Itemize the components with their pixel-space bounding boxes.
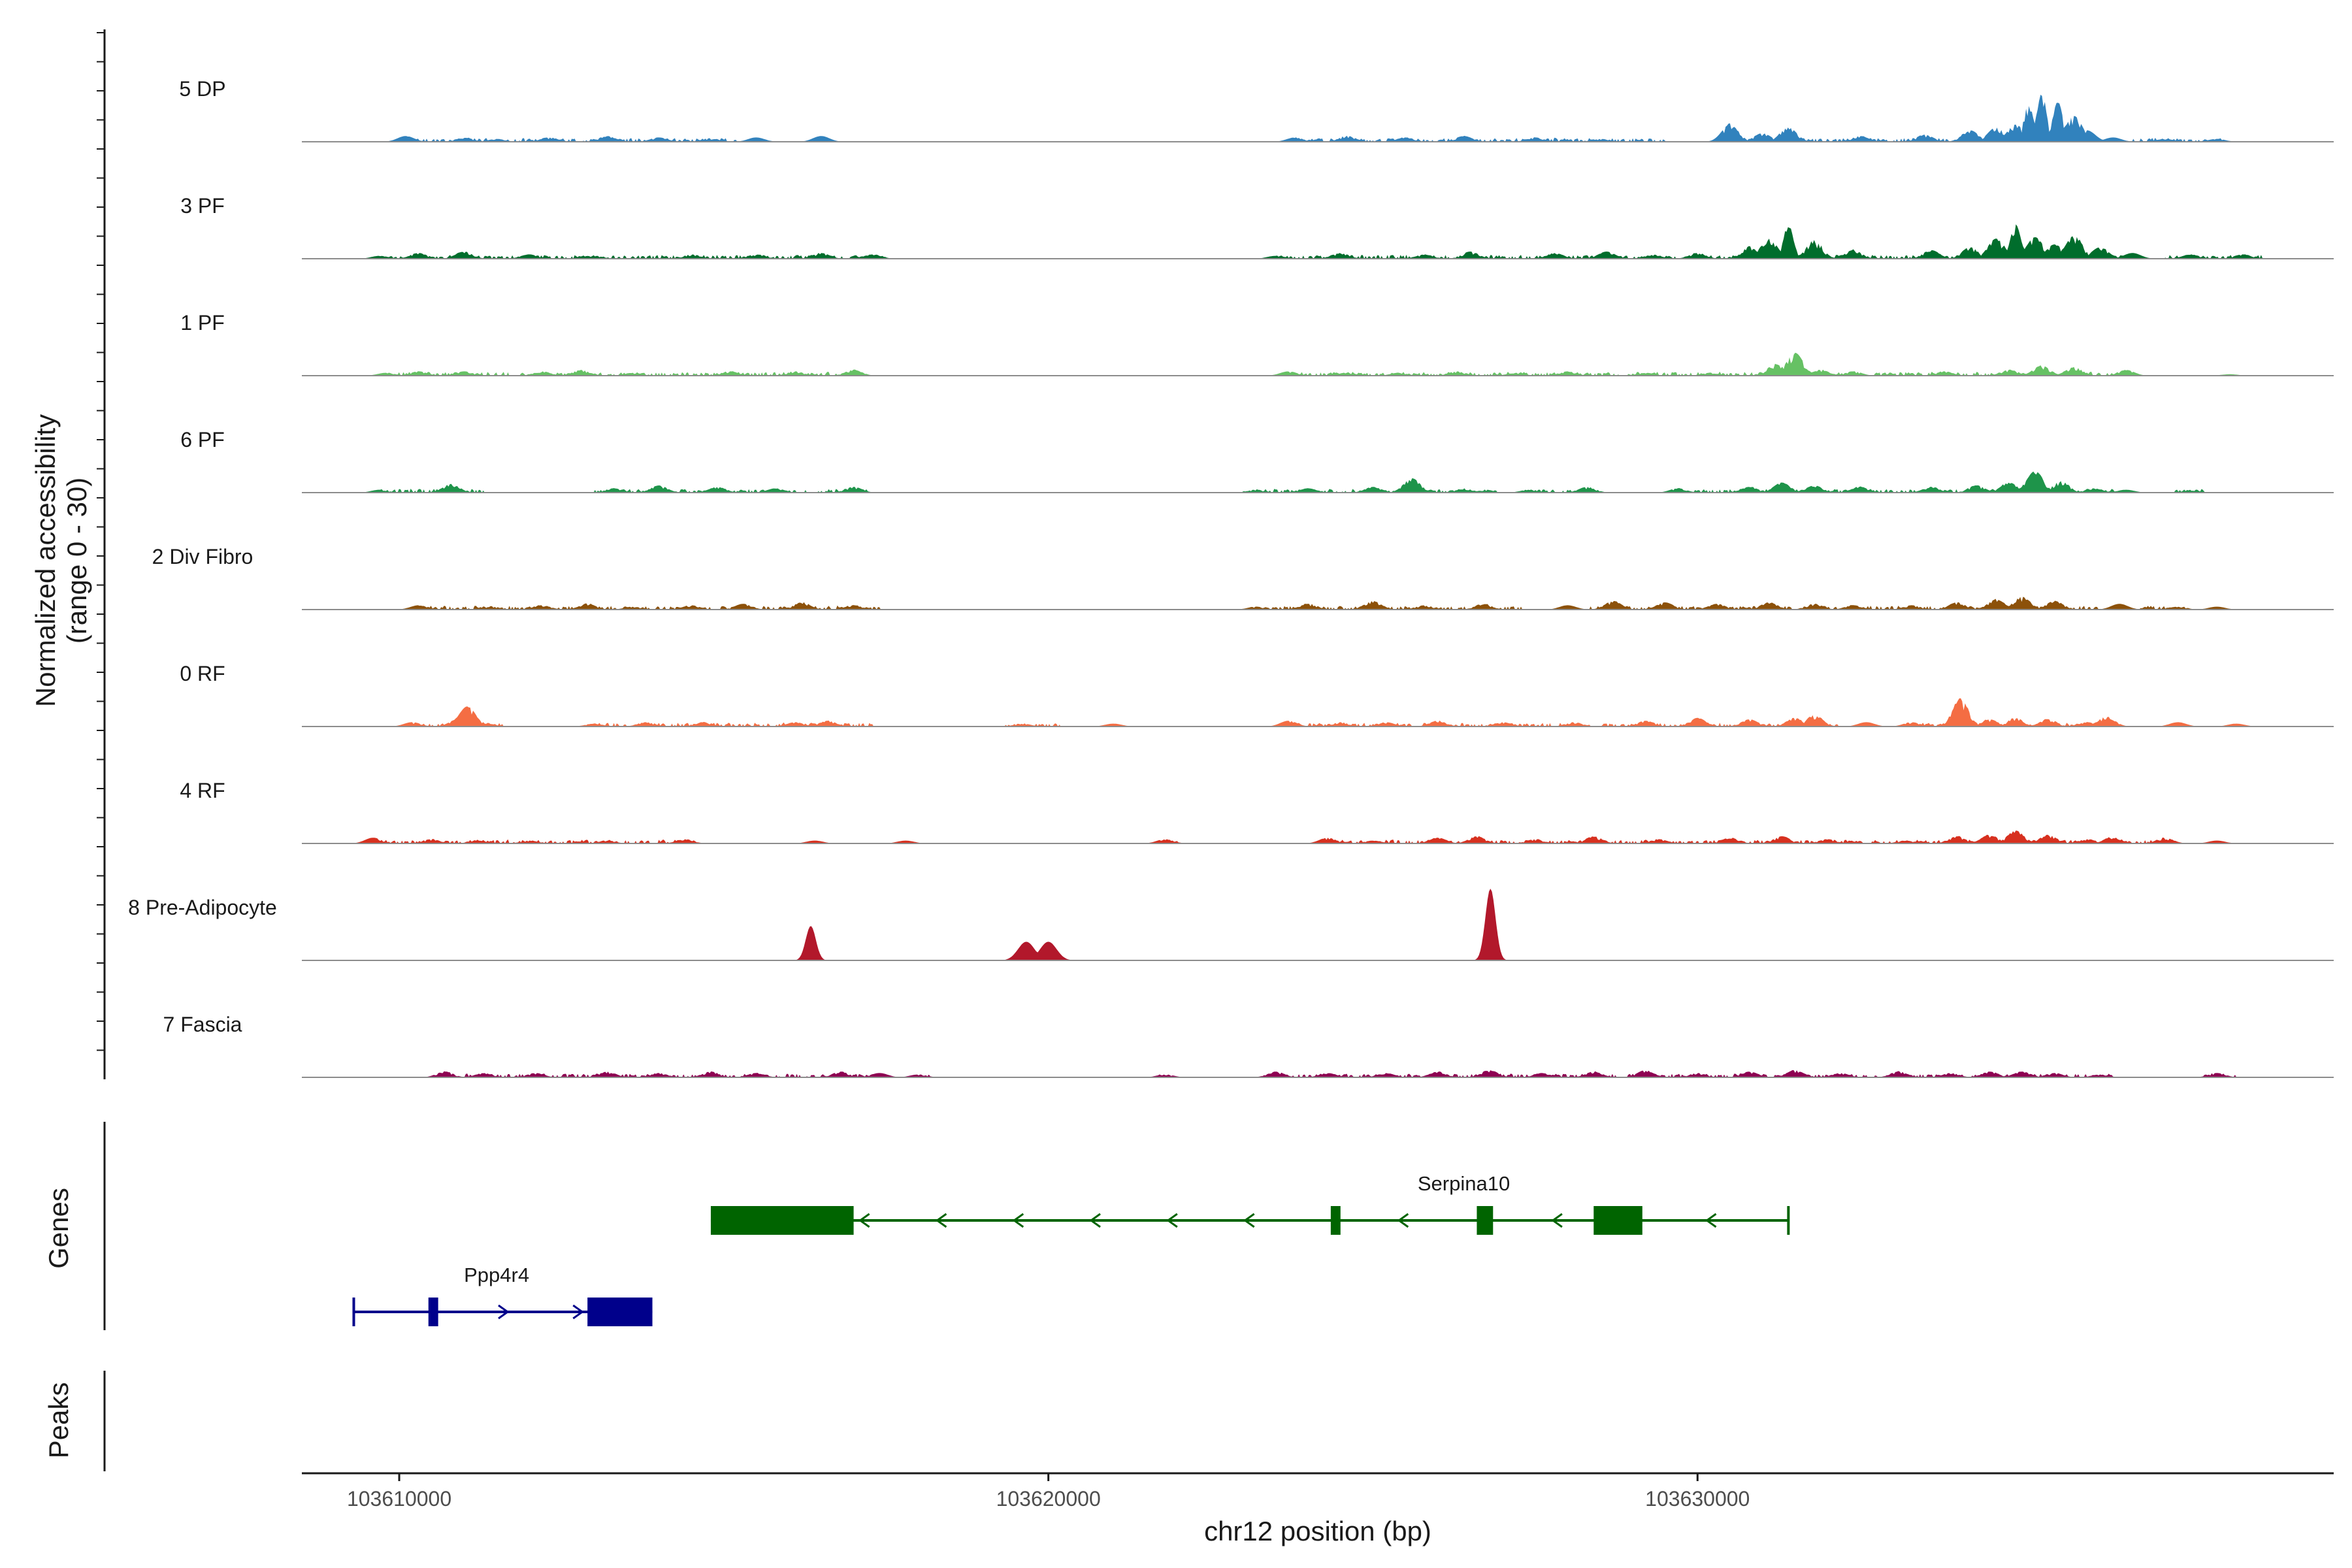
genes-panel-title: Genes [43,1188,74,1269]
exon-ppp4r4-0 [428,1298,438,1326]
strand-chevron-serpina10-7 [1243,1213,1255,1228]
strand-chevron-ppp4r4-3 [572,1304,584,1320]
coverage-area-3-pf [302,224,2334,259]
strand-chevron-serpina10-6 [1166,1213,1178,1228]
coverage-area-4-rf [302,830,2334,843]
exon-ppp4r4-1 [587,1298,653,1326]
strand-chevron-ppp4r4-2 [498,1304,510,1320]
coverage-area-8-pre-adipocyte [302,889,2334,960]
track-labels: 5 DP 3 PF 1 PF 6 PF 2 Div Fibro 0 RF 4 RF 8 Pre… [128,77,277,1036]
coverage-area-1-pf [302,352,2334,376]
strand-chevron-serpina10-2 [858,1213,870,1228]
strand-chevron-serpina10-3 [935,1213,947,1228]
track-label-0-rf: 0 RF [180,662,225,685]
strand-chevron-serpina10-11 [1551,1213,1563,1228]
x-tick-label-1: 103620000 [996,1487,1101,1511]
x-axis-title: chr12 position (bp) [1204,1516,1431,1546]
x-axis-ticks: 103610000 103620000 103630000 [347,1473,1750,1511]
track-label-2-div-fibro: 2 Div Fibro [152,545,253,568]
coverage-tracks [302,95,2334,1078]
strand-chevron-serpina10-4 [1012,1213,1024,1228]
coverage-area-6-pf [302,471,2334,493]
exon-serpina10-1 [1330,1206,1341,1235]
coverage-y-ticks [97,32,105,1051]
coverage-area-2-div-fibro [302,596,2334,610]
track-label-4-rf: 4 RF [180,779,225,802]
strand-chevron-serpina10-5 [1089,1213,1101,1228]
exon-serpina10-2 [1477,1206,1494,1235]
coverage-y-axis-title: Normalized accessibility (range 0 - 30) [30,414,92,707]
track-label-1-pf: 1 PF [180,311,225,335]
gene-label-ppp4r4: Ppp4r4 [464,1264,529,1286]
track-label-3-pf: 3 PF [180,194,225,218]
x-tick-label-2: 103630000 [1645,1487,1750,1511]
gene-label-serpina10: Serpina10 [1418,1172,1510,1195]
gene-models: Serpina10 Ppp4r4 [352,1172,1790,1326]
x-tick-label-0: 103610000 [347,1487,451,1511]
coverage-area-7-fascia [302,1070,2334,1077]
strand-chevron-serpina10-9 [1397,1213,1409,1228]
track-label-7-fascia: 7 Fascia [163,1013,242,1036]
peaks-panel-title: Peaks [43,1382,74,1459]
track-label-6-pf: 6 PF [180,428,225,451]
track-label-8-pre-adipocyte: 8 Pre-Adipocyte [128,896,277,919]
y-axis-title-line1: Normalized accessibility [30,414,61,707]
y-axis-title-line2: (range 0 - 30) [61,478,92,644]
exon-serpina10-3 [1593,1206,1642,1235]
strand-chevron-serpina10-13 [1705,1213,1717,1228]
exon-serpina10-0 [710,1206,854,1235]
track-label-5-dp: 5 DP [179,77,225,101]
